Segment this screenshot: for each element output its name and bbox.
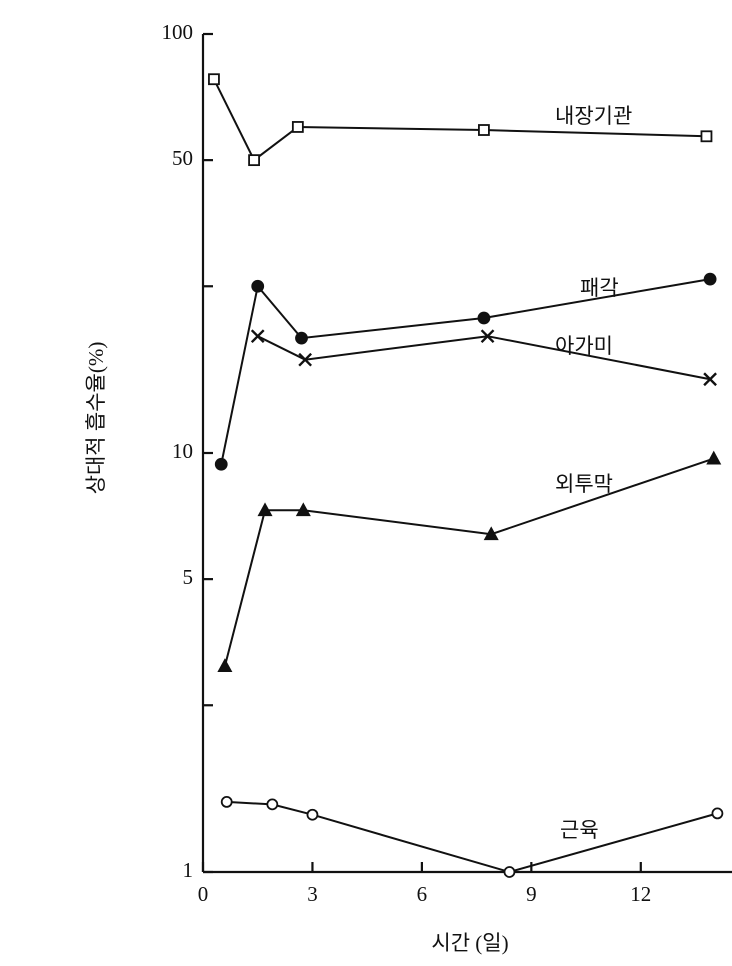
marker (703, 372, 717, 387)
marker (483, 526, 499, 541)
series-label: 패각 (580, 276, 619, 300)
marker (248, 154, 260, 167)
y-tick-label: 5 (183, 565, 194, 589)
marker (214, 457, 228, 471)
marker (700, 130, 713, 143)
series-line (226, 800, 718, 874)
marker (291, 121, 304, 133)
x-tick-label: 0 (198, 882, 209, 906)
series-label: 아가미 (555, 334, 613, 358)
marker (266, 798, 279, 811)
marker (217, 658, 233, 673)
y-tick-label: 50 (172, 146, 193, 170)
series-line (223, 457, 715, 667)
marker (295, 502, 311, 517)
marker (478, 124, 490, 136)
marker (257, 502, 273, 517)
marker (295, 331, 308, 345)
series-label: 근육 (560, 818, 599, 842)
series-label: 외투막 (555, 472, 613, 496)
series-line (213, 78, 707, 162)
series-line (257, 335, 711, 381)
y-axis-label: 상대적 흡수율(%) (84, 342, 108, 495)
series-label: 내장기관 (555, 104, 632, 128)
y-tick-label: 1 (183, 858, 194, 882)
x-tick-label: 6 (417, 882, 428, 906)
marker (208, 73, 220, 86)
x-tick-label: 9 (526, 882, 537, 906)
x-tick-label: 12 (630, 882, 651, 906)
marker (477, 311, 491, 325)
x-axis-label: 시간 (일) (431, 931, 508, 955)
marker (298, 352, 313, 367)
marker (703, 272, 717, 286)
marker (706, 450, 722, 465)
x-tick-label: 3 (307, 882, 318, 906)
y-tick-label: 100 (162, 20, 194, 44)
marker (306, 808, 319, 821)
marker (251, 279, 265, 293)
marker (250, 329, 265, 344)
marker (220, 795, 233, 808)
series-line (220, 278, 711, 465)
y-tick-label: 10 (172, 439, 193, 463)
marker (711, 807, 724, 820)
marker (480, 329, 495, 344)
marker (503, 866, 516, 878)
